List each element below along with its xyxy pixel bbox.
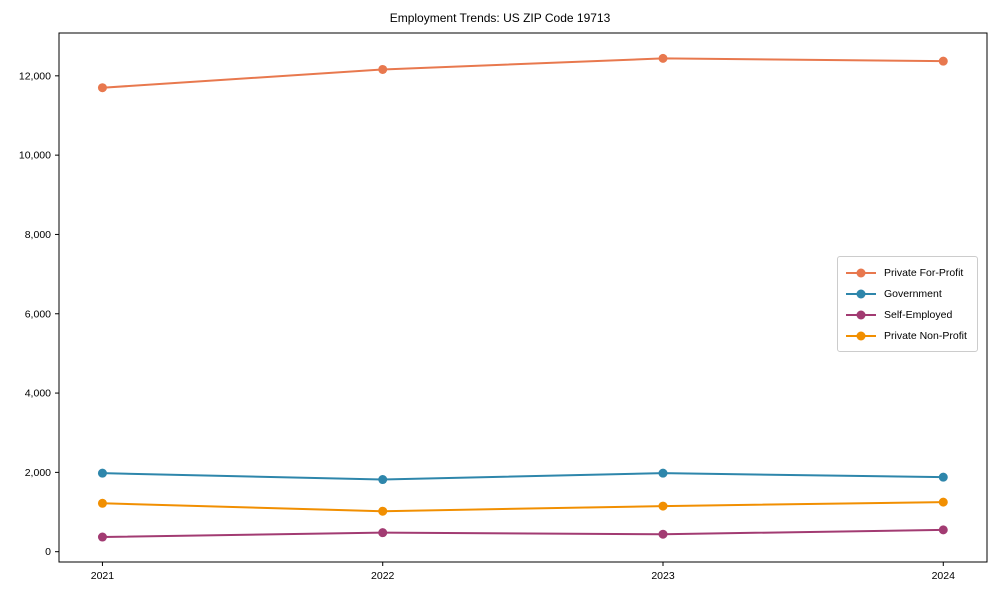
data-point-private-for-profit-2022 xyxy=(378,64,388,74)
legend-item-government: Government xyxy=(845,283,969,304)
x-tick-label: 2023 xyxy=(651,570,675,582)
legend-marker-icon xyxy=(846,289,876,298)
series-line-government xyxy=(101,472,945,481)
data-point-self-employed-2021 xyxy=(97,532,107,542)
series-line-private-for-profit xyxy=(101,57,945,89)
y-tick-label: 6,000 xyxy=(25,308,51,320)
legend-item-private-non-profit: Private Non-Profit xyxy=(845,325,969,346)
legend-marker-icon xyxy=(846,310,876,319)
data-point-private-for-profit-2023 xyxy=(658,53,668,63)
x-tick-label: 2021 xyxy=(91,570,115,582)
series-line-private-non-profit xyxy=(101,501,945,513)
legend-label: Government xyxy=(884,287,942,300)
y-tick-label: 2,000 xyxy=(25,467,51,479)
data-point-private-non-profit-2021 xyxy=(97,498,107,508)
y-tick-label: 10,000 xyxy=(19,150,51,162)
legend-marker-icon xyxy=(846,331,876,340)
data-point-private-non-profit-2022 xyxy=(378,506,388,516)
data-point-self-employed-2024 xyxy=(938,525,948,535)
legend-item-self-employed: Self-Employed xyxy=(845,304,969,325)
legend-label: Private Non-Profit xyxy=(884,329,967,342)
data-point-self-employed-2023 xyxy=(658,529,668,539)
legend: Private For-Profit Government Self-Employe… xyxy=(837,256,978,352)
data-point-government-2022 xyxy=(378,475,388,485)
y-tick-label: 0 xyxy=(45,546,51,558)
data-point-self-employed-2022 xyxy=(378,528,388,538)
legend-label: Self-Employed xyxy=(884,308,953,321)
data-point-government-2024 xyxy=(938,472,948,482)
x-tick-label: 2024 xyxy=(932,570,956,582)
y-tick-label: 8,000 xyxy=(25,229,51,241)
data-point-private-for-profit-2021 xyxy=(97,83,107,93)
y-tick-label: 4,000 xyxy=(25,388,51,400)
legend-marker-icon xyxy=(846,268,876,277)
data-point-private-for-profit-2024 xyxy=(938,56,948,66)
legend-label: Private For-Profit xyxy=(884,266,964,279)
data-point-government-2021 xyxy=(97,468,107,478)
plot-box xyxy=(58,32,988,563)
data-point-private-non-profit-2024 xyxy=(938,497,948,507)
series-line-self-employed xyxy=(101,528,945,539)
chart-title: Employment Trends: US ZIP Code 19713 xyxy=(389,11,611,25)
data-point-government-2023 xyxy=(658,468,668,478)
data-point-private-non-profit-2023 xyxy=(658,501,668,511)
legend-item-private-for-profit: Private For-Profit xyxy=(845,262,969,283)
x-tick-label: 2022 xyxy=(371,570,395,582)
y-tick-label: 12,000 xyxy=(19,70,51,82)
